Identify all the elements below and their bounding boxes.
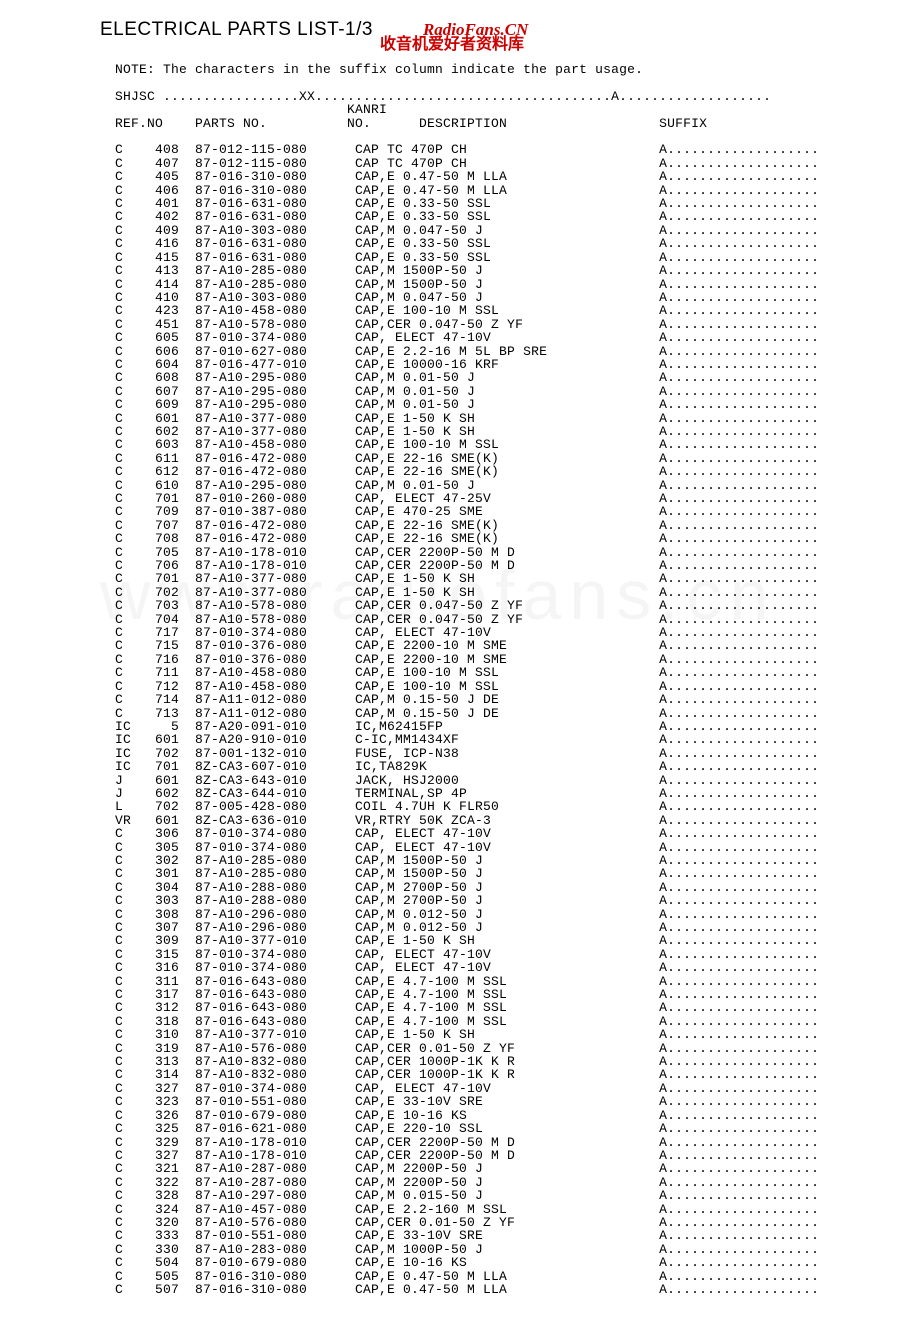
page-title: ELECTRICAL PARTS LIST-1/3: [100, 20, 373, 39]
parts-list-body: NOTE: The characters in the suffix colum…: [0, 63, 920, 1296]
